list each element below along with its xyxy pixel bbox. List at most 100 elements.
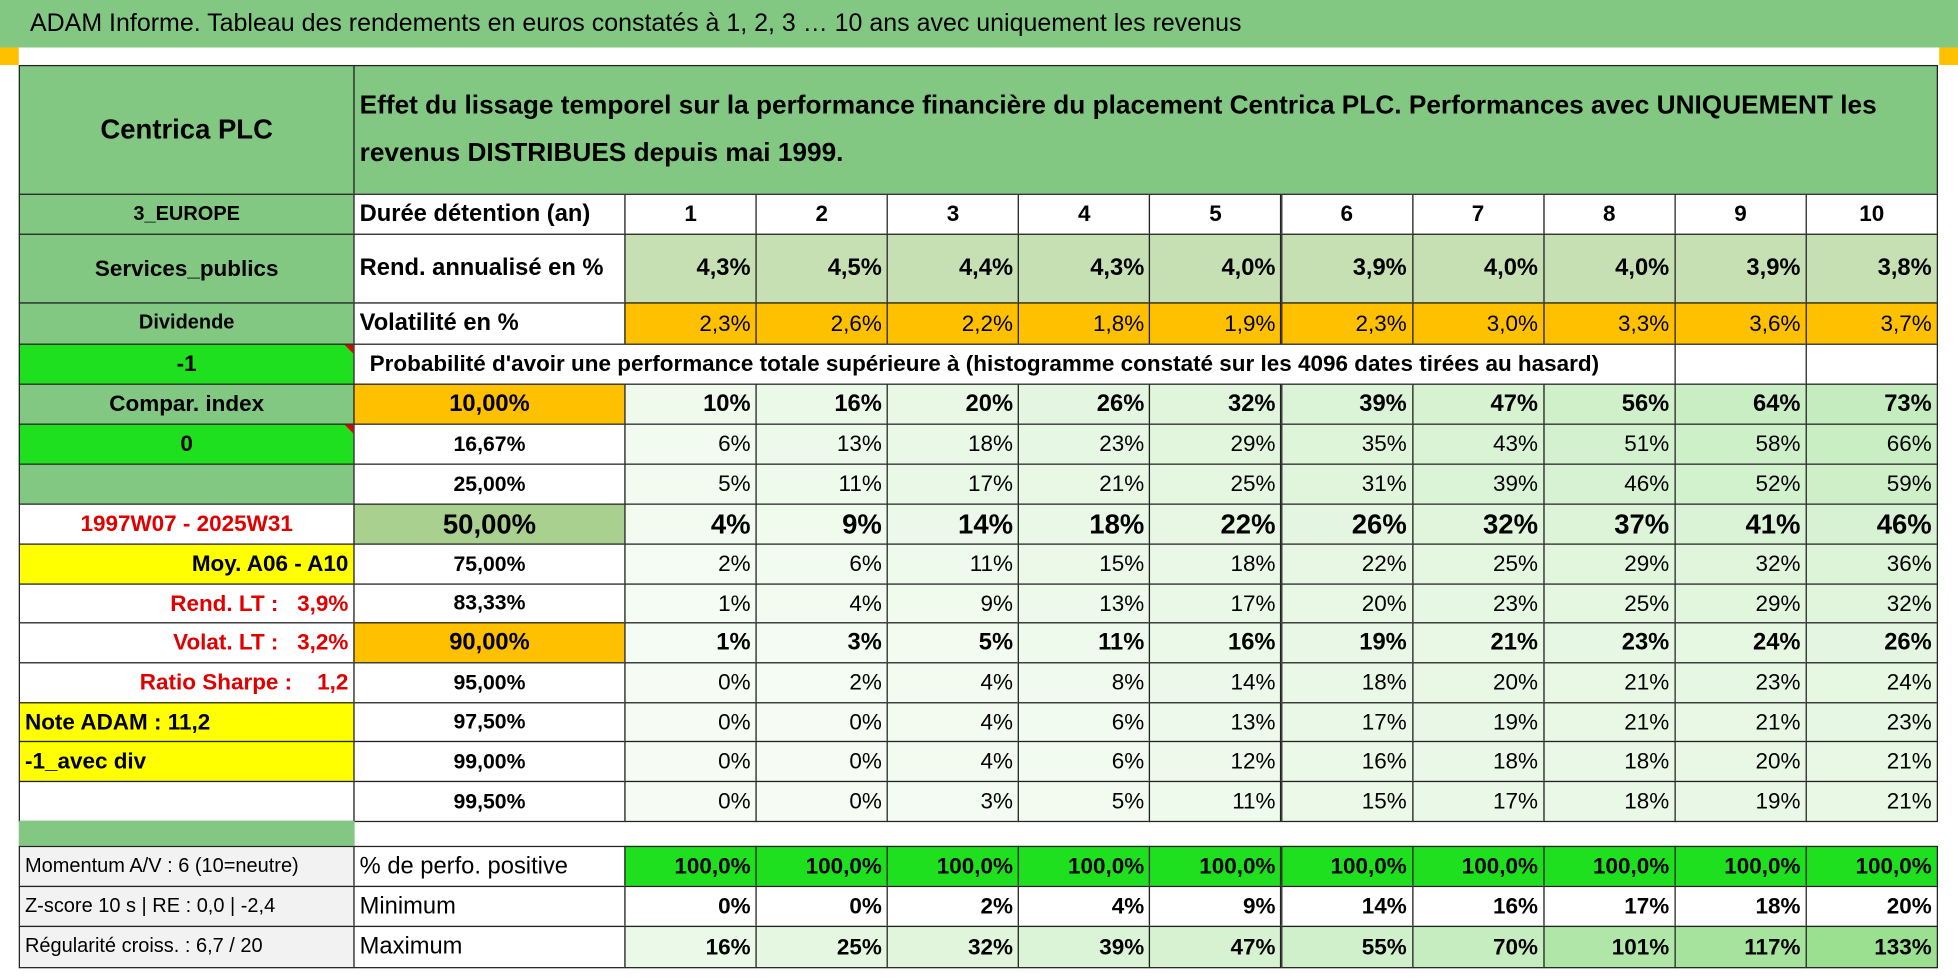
value-cell: 4% — [886, 702, 1020, 743]
value-cell: 6 — [1280, 193, 1414, 235]
value-cell: 39% — [1280, 383, 1414, 425]
value-cell: 18% — [1411, 740, 1545, 783]
value-cell: 0% — [755, 740, 889, 783]
value-cell: 21% — [1543, 662, 1676, 704]
value-cell: 15% — [1018, 543, 1151, 585]
value-cell: 64% — [1674, 383, 1807, 425]
value-cell: 17% — [1411, 780, 1545, 823]
value-cell: 11% — [1018, 622, 1151, 664]
value-cell: 4 — [1018, 193, 1151, 235]
value-cell: 0% — [755, 885, 889, 928]
value-cell: 70% — [1411, 925, 1545, 969]
value-cell: 47% — [1411, 383, 1545, 425]
value-cell: 55% — [1280, 925, 1414, 969]
row-label: 97,50% — [353, 702, 626, 743]
value-cell: 6% — [1018, 702, 1151, 743]
value-cell: 100,0% — [624, 845, 757, 888]
left-label: 1997W07 - 2025W31 — [18, 503, 355, 545]
corner-mark — [1939, 47, 1958, 65]
value-cell: 21% — [1018, 463, 1151, 505]
value-cell: 10 — [1805, 193, 1938, 235]
value-cell: 20% — [886, 383, 1020, 425]
left-label: Note ADAM : 11,2 — [18, 702, 355, 743]
value-cell: 25% — [1411, 543, 1545, 585]
value-cell: 4,0% — [1543, 233, 1676, 304]
value-cell: 32% — [1149, 383, 1282, 425]
value-cell: 29% — [1149, 423, 1282, 465]
value-cell: 18% — [1543, 780, 1676, 823]
value-cell: 36% — [1805, 543, 1938, 585]
value-cell: 100,0% — [1805, 845, 1938, 888]
value-cell: 4,3% — [1018, 233, 1151, 304]
value-cell: 1,8% — [1018, 302, 1151, 345]
value-cell: 100,0% — [755, 845, 889, 888]
value-cell: 4% — [755, 583, 889, 624]
left-label: -1_avec div — [18, 740, 355, 783]
left-label — [18, 463, 355, 505]
left-label: 0 — [18, 423, 355, 465]
left-label: Volat. LT : 3,2% — [18, 622, 355, 664]
value-cell: 12% — [1149, 740, 1282, 783]
value-cell: 29% — [1674, 583, 1807, 624]
title-bar: ADAM Informe. Tableau des rendements en … — [0, 0, 1958, 48]
value-cell: 2% — [624, 543, 757, 585]
value-cell: 9% — [886, 583, 1020, 624]
value-cell: 7 — [1411, 193, 1545, 235]
value-cell: 6% — [755, 543, 889, 585]
value-cell: 18% — [886, 423, 1020, 465]
value-cell: 66% — [1805, 423, 1938, 465]
value-cell: 18% — [1674, 885, 1807, 928]
value-cell: 32% — [1411, 503, 1545, 545]
left-label: Dividende — [18, 302, 355, 345]
value-cell: 25% — [1149, 463, 1282, 505]
row-label: 25,00% — [353, 463, 626, 505]
value-cell: 24% — [1674, 622, 1807, 664]
value-cell: 13% — [1018, 583, 1151, 624]
value-cell: 117% — [1674, 925, 1807, 969]
value-cell: 2,6% — [755, 302, 889, 345]
value-cell: 21% — [1411, 622, 1545, 664]
value-cell: 5% — [886, 622, 1020, 664]
value-cell: 4% — [1018, 885, 1151, 928]
value-cell: 3,9% — [1674, 233, 1807, 304]
value-cell: 4,0% — [1411, 233, 1545, 304]
value-cell: 58% — [1674, 423, 1807, 465]
row-label: Rend. annualisé en % — [353, 233, 626, 304]
value-cell: 23% — [1543, 622, 1676, 664]
row-label: 90,00% — [353, 622, 626, 664]
value-cell: 13% — [1149, 702, 1282, 743]
value-cell: 22% — [1149, 503, 1282, 545]
value-cell: 2% — [755, 662, 889, 704]
value-cell: 24% — [1805, 662, 1938, 704]
value-cell: 18% — [1018, 503, 1151, 545]
value-cell: 6% — [1018, 740, 1151, 783]
left-label: -1 — [18, 343, 355, 385]
value-cell: 18% — [1149, 543, 1282, 585]
value-cell: 31% — [1280, 463, 1414, 505]
value-cell: 2,3% — [1280, 302, 1414, 345]
value-cell: 0% — [624, 662, 757, 704]
row-label: 16,67% — [353, 423, 626, 465]
value-cell: 21% — [1543, 702, 1676, 743]
value-cell: 17% — [1543, 885, 1676, 928]
value-cell: 1% — [624, 622, 757, 664]
value-cell: 25% — [755, 925, 889, 969]
value-cell: 3,7% — [1805, 302, 1938, 345]
value-cell: 14% — [1149, 662, 1282, 704]
value-cell: 17% — [1149, 583, 1282, 624]
value-cell: 0% — [624, 780, 757, 823]
blank — [1805, 343, 1938, 385]
value-cell: 51% — [1543, 423, 1676, 465]
value-cell: 100,0% — [1674, 845, 1807, 888]
value-cell: 100,0% — [886, 845, 1020, 888]
value-cell: 21% — [1805, 780, 1938, 823]
row-label: 99,00% — [353, 740, 626, 783]
value-cell: 5% — [1018, 780, 1151, 823]
value-cell: 39% — [1018, 925, 1151, 969]
value-cell: 46% — [1805, 503, 1938, 545]
left-label: Moy. A06 - A10 — [18, 543, 355, 585]
left-label: Rend. LT : 3,9% — [18, 583, 355, 624]
row-label: 50,00% — [353, 503, 626, 545]
row-label: Maximum — [353, 925, 626, 969]
value-cell: 9% — [755, 503, 889, 545]
